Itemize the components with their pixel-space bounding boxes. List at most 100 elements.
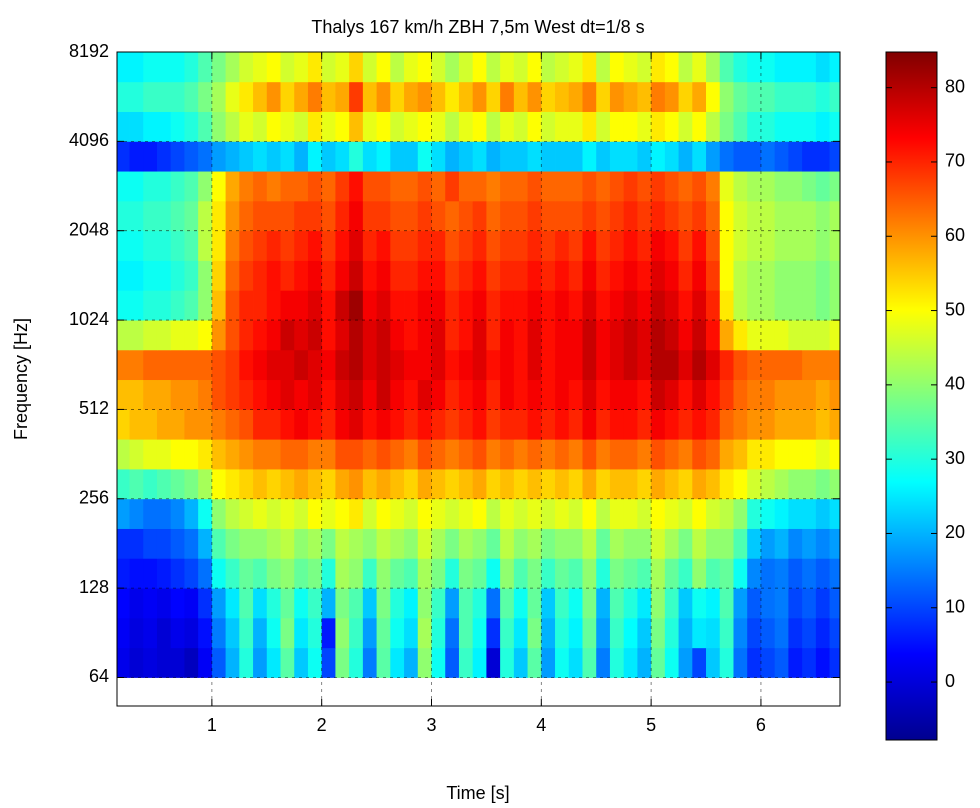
heat-cell <box>486 647 501 678</box>
heat-cell <box>458 558 474 589</box>
heat-cell <box>541 141 556 172</box>
heat-cell <box>555 409 570 440</box>
heat-cell <box>623 349 638 381</box>
heat-cell <box>513 439 528 470</box>
heat-cell <box>678 588 693 619</box>
heat-cell <box>117 171 130 202</box>
heat-cell <box>623 260 638 291</box>
heat-cell <box>513 260 528 291</box>
heat-cell <box>692 528 707 559</box>
heat-cell <box>417 498 432 529</box>
heat-cell <box>527 379 542 410</box>
heat-cell <box>760 171 776 202</box>
heat-cell <box>445 439 460 470</box>
heat-cell <box>815 81 830 112</box>
heat-cell <box>117 111 130 142</box>
heat-cell <box>225 171 240 202</box>
heat-cell <box>211 439 227 470</box>
heat-cell <box>211 320 227 351</box>
heat-cell <box>417 379 432 410</box>
heat-cell <box>719 52 734 83</box>
heat-cell <box>294 290 309 321</box>
heat-cell <box>692 200 707 232</box>
heat-cell <box>143 52 158 83</box>
heat-cell <box>747 52 762 83</box>
heat-cell <box>294 200 309 232</box>
colorbar <box>885 51 938 741</box>
heat-cell <box>129 171 144 202</box>
heat-cell <box>129 141 144 172</box>
heat-cell <box>651 141 666 172</box>
heat-cell <box>239 111 254 142</box>
heat-cell <box>431 290 446 321</box>
heat-cell <box>719 528 734 559</box>
heat-cell <box>253 320 268 351</box>
heat-cell <box>706 588 721 619</box>
heat-cell <box>609 111 625 142</box>
heat-cell <box>513 617 528 649</box>
x-tick-label: 1 <box>207 715 217 735</box>
heat-cell <box>692 498 707 529</box>
heat-cell <box>280 617 295 649</box>
heat-cell <box>733 141 748 172</box>
heat-cell <box>458 81 474 112</box>
heat-cell <box>156 81 172 112</box>
heat-cell <box>706 439 721 470</box>
heat-cell <box>774 260 789 291</box>
heat-cell <box>664 200 679 232</box>
heat-cell <box>609 171 625 202</box>
heat-cell <box>184 379 199 410</box>
heat-cell <box>706 528 721 559</box>
heat-cell <box>349 290 364 321</box>
heat-cell <box>596 52 611 83</box>
heat-cell <box>458 200 474 232</box>
heat-cell <box>527 290 542 321</box>
heat-cell <box>307 230 323 261</box>
heat-cell <box>445 617 460 649</box>
heat-cell <box>129 81 144 112</box>
heat-cell <box>706 617 721 649</box>
heat-cell <box>678 200 693 232</box>
heat-cell <box>280 469 295 500</box>
heat-cell <box>307 290 323 321</box>
heat-cell <box>596 349 611 381</box>
heat-cell <box>527 111 542 142</box>
heat-cell <box>651 617 666 649</box>
heat-cell <box>815 647 830 678</box>
heat-cell <box>829 111 840 142</box>
heat-cell <box>774 469 789 500</box>
heat-cell <box>239 290 254 321</box>
heat-cell <box>376 320 391 351</box>
heat-cell <box>404 111 419 142</box>
heat-cell <box>706 349 721 381</box>
heat-cell <box>568 260 583 291</box>
y-tick-label: 4096 <box>69 130 109 150</box>
heat-cell <box>541 647 556 678</box>
heat-cell <box>760 141 776 172</box>
heat-cell <box>623 200 638 232</box>
heat-cell <box>335 52 350 83</box>
heat-cell <box>678 230 693 261</box>
heat-cell <box>170 558 185 589</box>
heat-cell <box>390 439 405 470</box>
heat-cell <box>651 320 666 351</box>
heat-cell <box>156 588 172 619</box>
heat-cell <box>774 647 789 678</box>
heat-cell <box>184 528 199 559</box>
heat-cell <box>802 379 817 410</box>
heat-cell <box>747 320 762 351</box>
heat-cell <box>486 349 501 381</box>
heat-cell <box>321 171 336 202</box>
heat-cell <box>582 379 597 410</box>
heat-cell <box>527 349 542 381</box>
heat-cell <box>829 617 840 649</box>
heat-cell <box>198 617 213 649</box>
heat-cell <box>760 230 776 261</box>
heat-cell <box>541 349 556 381</box>
heat-cell <box>678 111 693 142</box>
heat-cell <box>376 230 391 261</box>
heat-cell <box>280 290 295 321</box>
heat-cell <box>513 469 528 500</box>
heat-cell <box>747 647 762 678</box>
heat-cell <box>555 141 570 172</box>
